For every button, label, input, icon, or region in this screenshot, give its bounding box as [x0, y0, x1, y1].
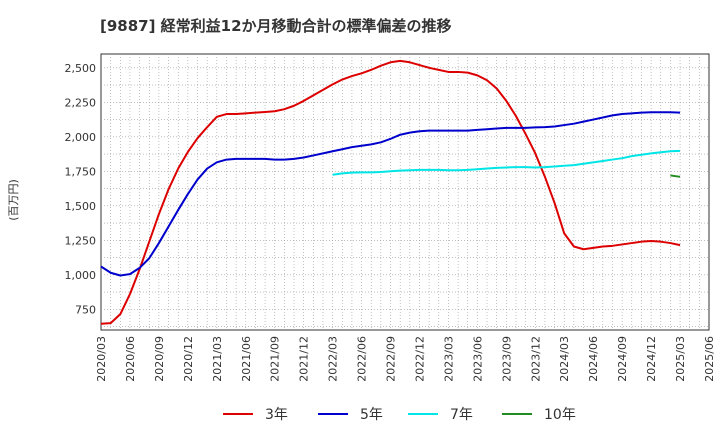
x-axis: 2020/03 2020/06 2020/09 2020/12 2021/03 2021/…	[95, 336, 716, 382]
x-tick-label: 2022/09	[385, 336, 398, 382]
y-axis-label: (百万円)	[7, 179, 20, 221]
x-tick-label: 2020/12	[182, 336, 195, 382]
x-tick-label: 2021/06	[240, 336, 253, 382]
series-line-1	[100, 59, 681, 325]
x-tick-label: 2023/06	[471, 336, 484, 382]
y-tick-label: 2,250	[65, 96, 97, 109]
series-line-3	[332, 149, 681, 176]
x-tick-label: 2021/12	[298, 336, 311, 382]
x-tick-label: 2023/09	[500, 336, 513, 382]
x-tick-label: 2022/12	[413, 336, 426, 382]
legend-label-3: 7年	[450, 407, 473, 423]
legend-label-4: 10年	[544, 407, 576, 423]
x-tick-label: 2022/06	[356, 336, 369, 382]
y-tick-label: 1,000	[65, 269, 97, 282]
legend-label-2: 5年	[360, 407, 383, 423]
y-tick-label: 2,500	[65, 62, 97, 75]
x-tick-label: 2020/09	[153, 336, 166, 382]
y-tick-label: 1,500	[65, 200, 97, 213]
series-line-4	[670, 174, 681, 178]
legend-label-1: 3年	[265, 407, 288, 423]
y-axis: 750 1,000 1,250 1,500 1,750 2,000 2,250 2,500	[65, 62, 97, 316]
legend: 3年 5年 7年 10年	[223, 407, 576, 423]
x-tick-label: 2020/03	[95, 336, 108, 382]
x-tick-label: 2020/06	[124, 336, 137, 382]
y-tick-label: 750	[75, 303, 96, 316]
y-tick-label: 1,250	[65, 234, 97, 247]
x-tick-label: 2023/12	[529, 336, 542, 382]
x-tick-label: 2024/09	[616, 336, 629, 382]
y-tick-label: 2,000	[65, 131, 97, 144]
x-tick-label: 2023/03	[442, 336, 455, 382]
plot-frame	[100, 53, 710, 331]
series-line-2	[100, 111, 681, 277]
x-tick-label: 2024/06	[587, 336, 600, 382]
x-tick-label: 2025/06	[703, 336, 716, 382]
x-tick-label: 2021/09	[269, 336, 282, 382]
series-layer	[100, 59, 681, 325]
x-tick-label: 2025/03	[674, 336, 687, 382]
plot-area	[100, 53, 710, 331]
x-tick-label: 2024/12	[645, 336, 658, 382]
x-tick-label: 2022/03	[327, 336, 340, 382]
x-tick-label: 2021/03	[211, 336, 224, 382]
y-tick-label: 1,750	[65, 165, 97, 178]
chart-title: [9887] 経常利益12か月移動合計の標準偏差の推移	[100, 17, 452, 35]
x-tick-label: 2024/03	[558, 336, 571, 382]
